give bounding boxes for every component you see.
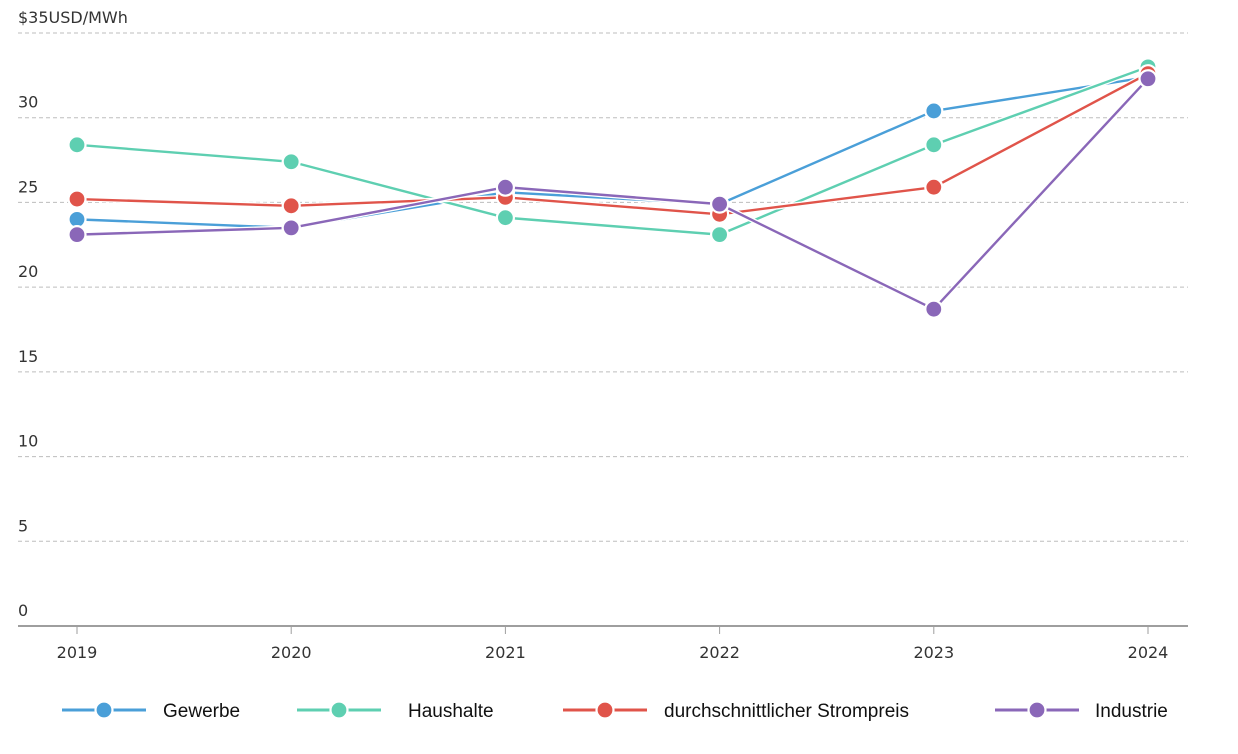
legend: Gewerbe Haushalte durchschnittlicher Strom… <box>62 700 1168 722</box>
data-point <box>67 189 87 209</box>
legend-label: Gewerbe <box>163 701 240 722</box>
legend-label: durchschnittlicher Strompreis <box>664 701 909 722</box>
legend-label: Industrie <box>1095 701 1168 722</box>
data-point <box>281 196 301 216</box>
y-tick-label: 0 <box>18 601 28 620</box>
y-tick-label: 10 <box>18 432 38 451</box>
data-point <box>281 152 301 172</box>
axis-layer: $35USD/MWh 0 5 10 15 20 25 30 2019 2020 2021 2022 20… <box>18 8 1188 662</box>
data-point <box>67 225 87 245</box>
data-point <box>495 177 515 197</box>
data-point <box>709 225 730 245</box>
y-tick-label: 15 <box>18 347 38 366</box>
legend-item: Industrie <box>995 700 1168 722</box>
series-line-halo <box>76 77 1150 312</box>
series-line-halo <box>76 64 1149 238</box>
series-line <box>76 77 1149 311</box>
y-tick-label: 30 <box>18 93 38 112</box>
legend-label: Haushalte <box>408 701 494 722</box>
data-point <box>924 135 944 155</box>
data-point <box>924 177 944 197</box>
data-point <box>1138 69 1158 89</box>
legend-swatch-marker <box>595 700 615 720</box>
legend-item: Haushalte <box>297 700 494 722</box>
legend-item: Gewerbe <box>62 700 240 722</box>
grid-layer <box>18 32 1188 542</box>
series-line <box>76 65 1149 236</box>
x-tick-label: 2020 <box>271 643 312 662</box>
legend-item: durchschnittlicher Strompreis <box>563 700 909 722</box>
x-tick-label: 2023 <box>913 643 954 662</box>
series-line <box>76 72 1149 216</box>
y-tick-label: 5 <box>18 516 28 535</box>
data-point <box>924 101 944 121</box>
data-point <box>67 135 87 155</box>
data-point <box>495 208 515 228</box>
y-axis-unit-label: $35USD/MWh <box>18 8 128 27</box>
series-line <box>76 75 1149 230</box>
data-point <box>709 194 730 214</box>
y-tick-label: 25 <box>18 177 38 196</box>
series-layer <box>67 57 1158 319</box>
x-tick-label: 2024 <box>1128 643 1169 662</box>
legend-swatch-marker <box>94 700 114 720</box>
data-point <box>281 218 301 238</box>
x-tick-label: 2022 <box>699 643 740 662</box>
legend-swatch-marker <box>329 700 349 720</box>
data-point <box>924 299 944 319</box>
legend-swatch-marker <box>1027 700 1047 720</box>
x-tick-label: 2019 <box>57 643 98 662</box>
x-tick-label: 2021 <box>485 643 526 662</box>
y-tick-label: 20 <box>18 262 38 281</box>
